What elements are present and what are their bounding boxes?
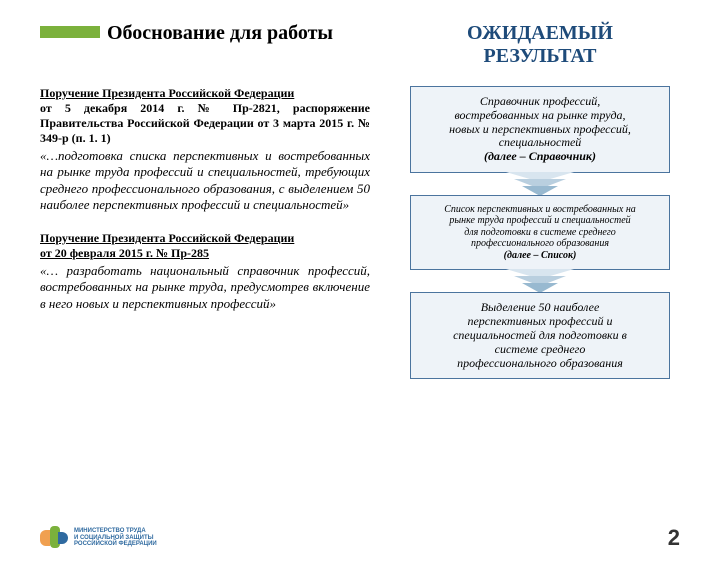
box2-line3: для подготовки в системе среднего [464,227,616,238]
accent-bar [40,26,100,38]
box3-line3: специальностей для подготовки в [453,328,627,342]
body-row: Поручение Президента Российской Федераци… [0,86,720,379]
header-right: ОЖИДАЕМЫЙ РЕЗУЛЬТАТ [400,22,680,68]
order-2-meta: от 20 февраля 2015 г. № Пр-285 [40,246,370,261]
box2-line4: профессионального образования [471,238,609,249]
box3-line5: профессионального образования [457,356,623,370]
ministry-line3: РОССИЙСКОЙ ФЕДЕРАЦИИ [74,541,157,547]
header-row: Обоснование для работы ОЖИДАЕМЫЙ РЕЗУЛЬТ… [0,22,720,68]
page-number: 2 [668,525,680,551]
order-1-title: Поручение Президента Российской Федераци… [40,86,370,101]
order-block-1: Поручение Президента Российской Федераци… [40,86,370,213]
order-2-title: Поручение Президента Российской Федераци… [40,231,370,246]
right-column: Справочник профессий, востребованных на … [400,86,680,379]
box2-line1: Список перспективных и востребованных на [444,204,636,215]
box1-short: (далее – Справочник) [484,149,596,163]
box3-line2: перспективных профессий и [467,314,612,328]
arrow-2 [506,269,574,293]
header-right-line1: ОЖИДАЕМЫЙ [467,22,613,44]
box3-line1: Выделение 50 наиболее [481,300,600,314]
logo-icon [40,524,68,552]
box1-line3: новых и перспективных профессий, [449,122,631,136]
result-box-1: Справочник профессий, востребованных на … [410,86,670,173]
logo-text: МИНИСТЕРСТВО ТРУДА И СОЦИАЛЬНОЙ ЗАЩИТЫ Р… [74,528,157,548]
box2-line2: рынке труда профессий и специальностей [449,215,630,226]
box1-line2: востребованных на рынке труда, [454,108,625,122]
order-block-2: Поручение Президента Российской Федераци… [40,231,370,312]
result-box-2: Список перспективных и востребованных на… [410,195,670,271]
box3-line4: системе среднего [495,342,586,356]
box2-short: (далее – Список) [504,250,577,261]
arrow-1 [506,172,574,196]
result-box-3: Выделение 50 наиболее перспективных проф… [410,292,670,379]
box1-line4: специальностей [499,135,582,149]
header-right-line2: РЕЗУЛЬТАТ [484,45,597,67]
footer: МИНИСТЕРСТВО ТРУДА И СОЦИАЛЬНОЙ ЗАЩИТЫ Р… [40,524,680,552]
ministry-line1: МИНИСТЕРСТВО ТРУДА [74,528,146,534]
order-1-meta: от 5 декабря 2014 г. № Пр-2821, распоряж… [40,101,370,146]
box1-line1: Справочник профессий, [480,94,600,108]
order-2-quote: «… разработать национальный справочник п… [40,263,370,312]
order-1-quote: «…подготовка списка перспективных и вост… [40,148,370,213]
ministry-logo: МИНИСТЕРСТВО ТРУДА И СОЦИАЛЬНОЙ ЗАЩИТЫ Р… [40,524,157,552]
left-column: Поручение Президента Российской Федераци… [40,86,400,379]
